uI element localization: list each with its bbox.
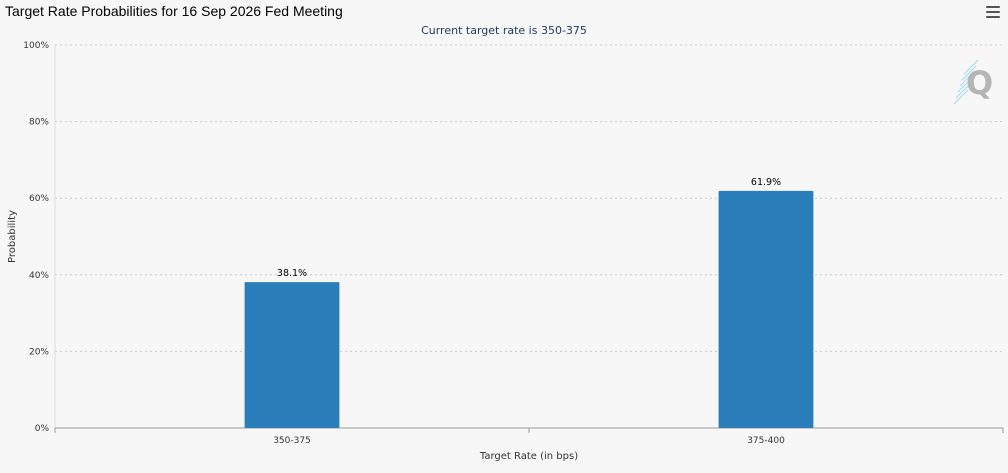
bar[interactable] bbox=[718, 190, 814, 428]
quikstrike-logo-icon: Q bbox=[953, 59, 993, 105]
y-tick-label: 80% bbox=[29, 118, 49, 128]
bar[interactable] bbox=[244, 282, 340, 428]
hamburger-menu-icon[interactable] bbox=[986, 6, 1000, 18]
y-tick-label: 60% bbox=[29, 194, 49, 204]
y-axis-title: Probability bbox=[7, 210, 18, 263]
chart-title: Target Rate Probabilities for 16 Sep 202… bbox=[5, 3, 343, 19]
watermark-glyph: Q bbox=[966, 64, 993, 102]
x-axis-title: Target Rate (in bps) bbox=[479, 451, 578, 462]
y-tick-label: 20% bbox=[29, 347, 49, 357]
x-tick-label: 375-400 bbox=[747, 436, 785, 446]
x-tick-label: 350-375 bbox=[273, 436, 311, 446]
bar-data-label: 38.1% bbox=[277, 268, 307, 279]
bar-data-label: 61.9% bbox=[751, 177, 781, 188]
y-tick-label: 0% bbox=[35, 424, 50, 434]
chart-subtitle: Current target rate is 350-375 bbox=[421, 24, 587, 37]
y-tick-label: 100% bbox=[23, 41, 49, 51]
y-tick-label: 40% bbox=[29, 271, 49, 281]
